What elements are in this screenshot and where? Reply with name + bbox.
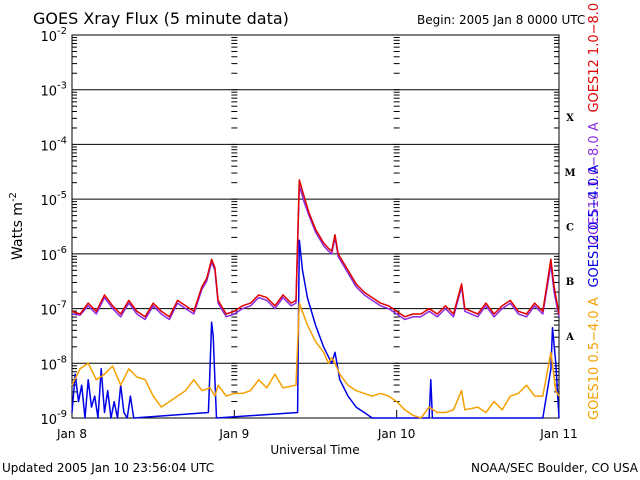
- y-tick-label: 10-6: [40, 245, 67, 264]
- flare-class-B: B: [566, 277, 574, 288]
- y-tick-label: 10-5: [40, 190, 67, 209]
- x-tick-label: Jan 10: [377, 427, 416, 441]
- data-series: [71, 179, 560, 419]
- svg-text:GOES10 1.0−8.0 AGOES12 1.0−8.0: GOES10 1.0−8.0 A GOES12 1.0−8.0 A: [587, 0, 602, 245]
- legend-goes12-long: GOES12 1.0−8.0 A: [587, 0, 602, 113]
- series-goes10-1-0-8-0-a: [71, 184, 560, 321]
- flare-class-A: A: [565, 332, 574, 343]
- legend-goes10-long: GOES10 1.0−8.0 A: [587, 122, 602, 245]
- x-axis-label: Universal Time: [270, 443, 359, 457]
- svg-text:GOES10 0.5−4.0 AGOES12 0.5−4.0: GOES10 0.5−4.0 A GOES12 0.5−4.0 A: [587, 165, 602, 420]
- flare-class-M: M: [564, 168, 575, 179]
- legend-goes12-short: GOES12 0.5−4.0 A: [587, 165, 602, 288]
- y-tick-label: 10-9: [40, 409, 67, 428]
- flare-class-C: C: [566, 223, 574, 234]
- chart-title: GOES Xray Flux (5 minute data): [33, 9, 289, 28]
- series-goes12-1-0-8-0-a: [71, 179, 560, 318]
- flare-class-labels: X M C B A: [564, 113, 575, 343]
- series-goes12-0-5-4-0-a: [71, 239, 560, 419]
- x-tick-label: Jan 8: [56, 427, 87, 441]
- plot-frame: [71, 34, 560, 419]
- y-axis-label: Watts m-2: [8, 192, 26, 260]
- y-tick-label: 10-3: [40, 81, 67, 100]
- updated-label: Updated 2005 Jan 10 23:56:04 UTC: [2, 461, 214, 475]
- horizontal-gridlines: [72, 37, 559, 403]
- y-axis-label-main: Watts m: [10, 202, 26, 260]
- legend-short-wavelength: GOES10 0.5−4.0 A GOES12 0.5−4.0 A: [587, 165, 602, 420]
- svg-text:Watts m-2: Watts m-2: [8, 192, 26, 260]
- x-tick-label: Jan 9: [218, 427, 249, 441]
- x-tick-label: Jan 11: [539, 427, 578, 441]
- y-tick-labels: 10-2 10-3 10-4 10-5 10-6 10-7 10-8 10-9: [40, 26, 67, 428]
- y-tick-label: 10-8: [40, 354, 67, 373]
- y-tick-label: 10-7: [40, 300, 67, 319]
- y-axis-label-exp: -2: [8, 192, 19, 202]
- begin-label: Begin: 2005 Jan 8 0000 UTC: [417, 13, 585, 27]
- legend-long-wavelength: GOES10 1.0−8.0 A GOES12 1.0−8.0 A: [587, 0, 602, 245]
- y-tick-label: 10-2: [40, 26, 67, 45]
- credit-label: NOAA/SEC Boulder, CO USA: [471, 461, 639, 475]
- flare-class-X: X: [566, 113, 574, 124]
- legend-goes10-short: GOES10 0.5−4.0 A: [587, 297, 602, 420]
- series-goes10-0-5-4-0-a: [71, 302, 560, 419]
- y-tick-label: 10-4: [40, 135, 67, 154]
- x-tick-labels: Jan 8 Jan 9 Jan 10 Jan 11: [56, 427, 578, 441]
